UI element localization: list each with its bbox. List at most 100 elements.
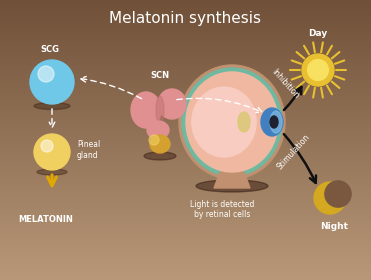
Bar: [0, 18, 371, 19]
Bar: [0, 203, 371, 204]
Bar: [0, 56, 371, 57]
Bar: [0, 187, 371, 188]
Bar: [0, 59, 371, 60]
Bar: [0, 137, 371, 138]
Bar: [0, 104, 371, 105]
Bar: [0, 102, 371, 103]
Bar: [0, 209, 371, 210]
Bar: [0, 163, 371, 164]
Bar: [0, 131, 371, 132]
Bar: [0, 119, 371, 120]
Bar: [0, 269, 371, 270]
Ellipse shape: [179, 65, 285, 179]
Circle shape: [38, 66, 54, 82]
Bar: [0, 265, 371, 266]
Bar: [0, 129, 371, 130]
Bar: [0, 95, 371, 96]
Bar: [0, 127, 371, 128]
Bar: [0, 196, 371, 197]
Bar: [0, 267, 371, 268]
Bar: [0, 237, 371, 238]
Bar: [0, 243, 371, 244]
Bar: [0, 178, 371, 179]
Bar: [0, 23, 371, 24]
Bar: [0, 176, 371, 177]
Bar: [0, 13, 371, 14]
Bar: [0, 185, 371, 186]
Bar: [0, 245, 371, 246]
Bar: [0, 92, 371, 93]
Polygon shape: [214, 172, 250, 188]
Bar: [0, 143, 371, 144]
Bar: [0, 97, 371, 98]
Bar: [0, 117, 371, 118]
Bar: [0, 229, 371, 230]
Bar: [0, 0, 371, 1]
Bar: [0, 231, 371, 232]
Ellipse shape: [144, 152, 176, 160]
Bar: [0, 54, 371, 55]
Bar: [0, 210, 371, 211]
Bar: [0, 159, 371, 160]
Bar: [0, 4, 371, 5]
Bar: [0, 167, 371, 168]
Bar: [0, 197, 371, 198]
Bar: [0, 198, 371, 199]
Bar: [0, 236, 371, 237]
Bar: [0, 147, 371, 148]
Bar: [0, 266, 371, 267]
Bar: [0, 194, 371, 195]
Bar: [0, 50, 371, 51]
Bar: [0, 188, 371, 189]
Bar: [0, 248, 371, 249]
Bar: [0, 62, 371, 63]
Bar: [0, 103, 371, 104]
Bar: [0, 90, 371, 91]
Bar: [0, 223, 371, 224]
Bar: [0, 120, 371, 121]
Bar: [0, 251, 371, 252]
Bar: [0, 175, 371, 176]
Bar: [0, 22, 371, 23]
Bar: [0, 128, 371, 129]
Bar: [0, 111, 371, 112]
Bar: [0, 107, 371, 108]
Bar: [0, 98, 371, 99]
Bar: [0, 110, 371, 111]
Bar: [0, 100, 371, 101]
Bar: [0, 122, 371, 123]
Bar: [0, 189, 371, 190]
Ellipse shape: [182, 68, 282, 176]
Bar: [0, 218, 371, 219]
Bar: [0, 78, 371, 79]
Bar: [0, 88, 371, 89]
Bar: [0, 217, 371, 218]
Bar: [0, 1, 371, 2]
Ellipse shape: [238, 112, 250, 132]
Bar: [0, 84, 371, 85]
Bar: [0, 228, 371, 229]
Bar: [0, 5, 371, 6]
Bar: [0, 16, 371, 17]
Bar: [0, 41, 371, 42]
Bar: [0, 124, 371, 125]
Bar: [0, 170, 371, 171]
Bar: [0, 42, 371, 43]
Bar: [0, 272, 371, 273]
Bar: [0, 93, 371, 94]
Ellipse shape: [131, 92, 161, 128]
Bar: [0, 240, 371, 241]
Bar: [0, 271, 371, 272]
Ellipse shape: [186, 72, 278, 172]
Bar: [0, 123, 371, 124]
Bar: [0, 73, 371, 74]
Bar: [0, 241, 371, 242]
Bar: [0, 193, 371, 194]
Bar: [0, 140, 371, 141]
Bar: [0, 116, 371, 117]
Bar: [0, 26, 371, 27]
Text: SCN: SCN: [150, 71, 170, 80]
Bar: [0, 151, 371, 152]
Bar: [0, 77, 371, 78]
Bar: [0, 177, 371, 178]
